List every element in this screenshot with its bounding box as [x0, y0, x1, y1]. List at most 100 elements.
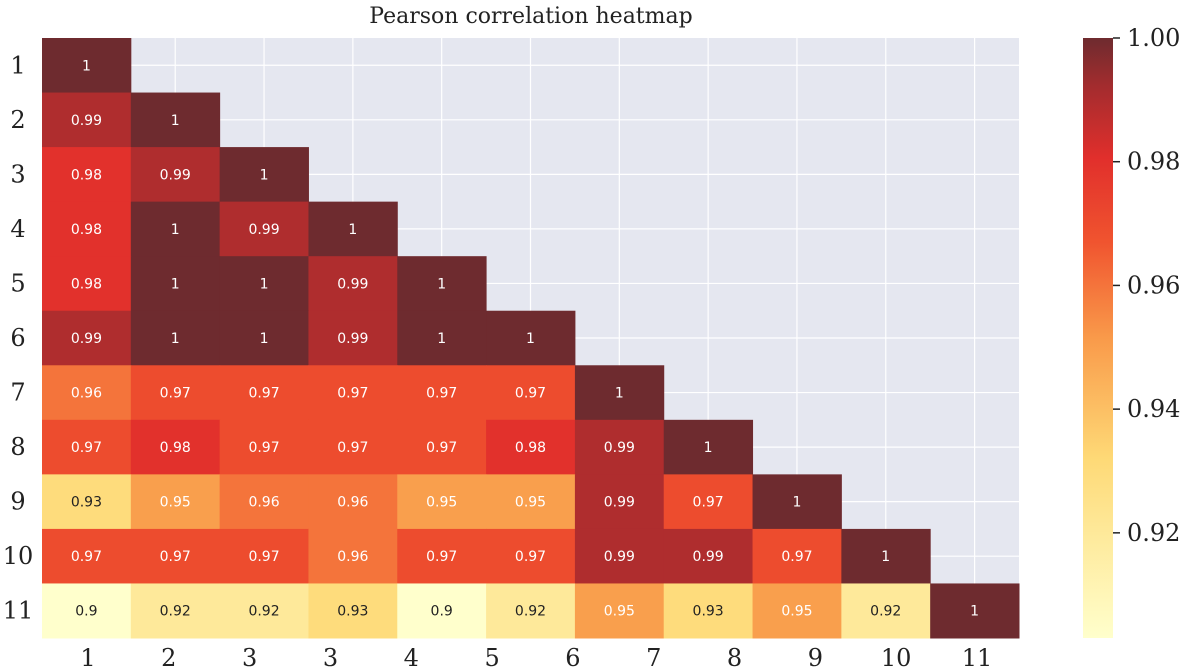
y-tick-label: 1: [10, 51, 25, 79]
heatmap-cell: [308, 310, 398, 366]
heatmap-cell: [42, 201, 132, 257]
cell-value-label: 0.96: [71, 386, 102, 402]
colorbar-tick-label: 0.92: [1127, 519, 1180, 547]
cell-value-label: 0.99: [693, 549, 724, 565]
x-tick-label: 7: [646, 644, 661, 669]
cell-value-label: 0.93: [693, 604, 724, 620]
colorbar-tick-label: 0.98: [1127, 148, 1180, 176]
x-tick-label: 3: [242, 644, 257, 669]
chart-title: Pearson correlation heatmap: [369, 4, 693, 29]
heatmap-cell: [663, 474, 754, 530]
cell-value-label: 0.99: [604, 440, 635, 456]
y-tick-label: 5: [10, 269, 25, 297]
heatmap-cell: [219, 419, 309, 475]
heatmap-cell: [574, 365, 665, 421]
heatmap-cell: [397, 528, 487, 584]
cell-value-label: 0.97: [515, 386, 546, 402]
heatmap-cell: [130, 365, 221, 421]
heatmap-cell: [663, 528, 754, 584]
heatmap-cell: [130, 147, 221, 203]
cell-value-label: 1: [704, 440, 713, 456]
y-tick-label: 9: [10, 488, 25, 516]
cell-value-label: 0.95: [604, 604, 635, 620]
cell-value-label: 0.95: [160, 495, 191, 511]
cell-value-label: 0.98: [71, 222, 102, 238]
cell-value-label: 0.9: [431, 604, 453, 620]
heatmap-cell: [308, 365, 398, 421]
cell-value-label: 0.97: [248, 549, 279, 565]
colorbar-tick-label: 0.96: [1127, 271, 1180, 299]
cell-value-label: 0.99: [604, 549, 635, 565]
heatmap-cell: [219, 256, 309, 312]
cell-value-label: 1: [437, 331, 446, 347]
heatmap-cell: [308, 201, 398, 257]
heatmap-cell: [308, 583, 398, 639]
cell-value-label: 0.98: [515, 440, 546, 456]
cell-value-label: 0.97: [426, 549, 457, 565]
heatmap-cell: [219, 528, 309, 584]
cell-value-labels: 1 0.99 1 0.98 0.99 1 0.98 1 0.99 1 0.98 1 1 0.99 1 0.99…: [71, 58, 979, 619]
cell-value-label: 0.97: [160, 549, 191, 565]
cell-value-label: 0.99: [160, 167, 191, 183]
cell-value-label: 1: [260, 331, 269, 347]
cell-value-label: 0.95: [781, 604, 812, 620]
cell-value-label: 0.9: [75, 604, 97, 620]
cell-value-label: 0.97: [693, 495, 724, 511]
heatmap-cell: [486, 528, 576, 584]
cell-value-label: 1: [970, 604, 979, 620]
cell-value-label: 1: [437, 276, 446, 292]
y-tick-label: 2: [10, 106, 25, 134]
heatmap-cell: [841, 583, 931, 639]
cell-value-label: 0.92: [248, 604, 279, 620]
cell-value-label: 0.99: [71, 331, 102, 347]
heatmap-cell: [486, 419, 576, 475]
heatmap-cell: [663, 583, 754, 639]
cell-value-label: 1: [526, 331, 535, 347]
cell-value-label: 0.96: [248, 495, 279, 511]
cell-value-label: 0.98: [160, 440, 191, 456]
y-tick-label: 11: [3, 597, 34, 625]
heatmap-cell: [42, 365, 132, 421]
cell-value-label: 0.99: [337, 276, 368, 292]
x-axis-ticks: 1 2 3 3 4 5 6 7 8 9 10 11: [80, 644, 992, 669]
x-tick-label: 4: [404, 644, 419, 669]
heatmap-cell: [397, 583, 487, 639]
cell-value-label: 0.97: [337, 440, 368, 456]
heatmap-cell: [219, 583, 309, 639]
heatmap-cell: [42, 147, 132, 203]
heatmap-cell: [397, 256, 487, 312]
cell-value-label: 0.97: [515, 549, 546, 565]
heatmap-cell: [486, 474, 576, 530]
cell-value-label: 0.97: [71, 549, 102, 565]
heatmap-cell: [130, 256, 221, 312]
cell-value-label: 1: [260, 167, 269, 183]
x-tick-label: 3: [323, 644, 338, 669]
heatmap-cell: [130, 92, 221, 148]
y-tick-label: 8: [10, 433, 25, 461]
x-tick-label: 5: [484, 644, 499, 669]
heatmap-cell: [930, 583, 1020, 639]
x-tick-label: 1: [80, 644, 95, 669]
cell-value-label: 1: [881, 549, 890, 565]
cell-value-label: 0.92: [515, 604, 546, 620]
heatmap-cell: [130, 419, 221, 475]
cell-value-label: 0.93: [337, 604, 368, 620]
heatmap-cell: [130, 310, 221, 366]
heatmap-cell: [574, 419, 665, 475]
heatmap-cell: [42, 92, 132, 148]
cell-value-label: 0.98: [71, 276, 102, 292]
cell-value-label: 0.92: [870, 604, 901, 620]
colorbar-tick-label: 1.00: [1127, 24, 1180, 52]
cell-value-label: 1: [348, 222, 357, 238]
heatmap-cell: [130, 474, 221, 530]
cell-value-label: 0.99: [604, 495, 635, 511]
cell-value-label: 0.92: [160, 604, 191, 620]
cell-value-label: 0.96: [337, 495, 368, 511]
x-tick-label: 11: [962, 644, 993, 669]
heatmap-cell: [219, 147, 309, 203]
cell-value-label: 0.97: [426, 440, 457, 456]
heatmap-cell: [574, 583, 665, 639]
x-tick-label: 10: [881, 644, 912, 669]
heatmap-cell: [130, 528, 221, 584]
colorbar-tick-label: 0.94: [1127, 395, 1180, 423]
